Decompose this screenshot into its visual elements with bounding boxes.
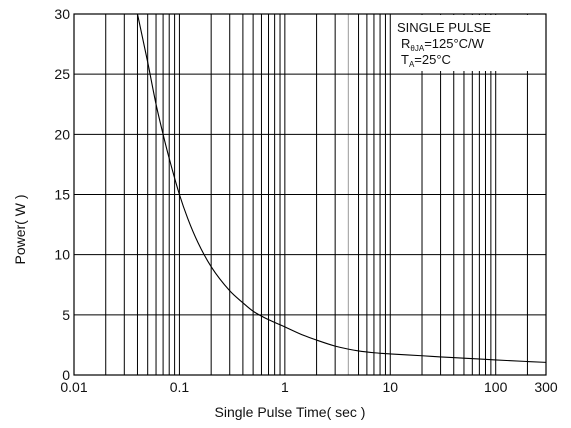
x-tick-label: 300 [534,379,558,395]
x-tick-label: 1 [281,379,289,395]
annotation-t-subscript: A [409,60,415,69]
plot-frame [73,13,547,376]
y-tick-label: 5 [62,307,70,323]
annotation-t-value: =25°C [414,52,451,67]
annotation-line-2: RθJA=125°C/W [401,36,485,53]
power-curve [136,13,547,363]
annotation-background [392,15,545,71]
y-tick-label: 10 [54,247,70,263]
annotation-t-symbol: T [401,52,409,67]
annotation-line-1: SINGLE PULSE [397,20,491,35]
y-tick-label: 0 [62,367,70,383]
x-axis-title: Single Pulse Time( sec ) [215,404,366,420]
y-tick-label: 30 [54,6,70,22]
x-tick-label: 0.01 [60,379,87,395]
annotation-box: SINGLE PULSE RθJA=125°C/W TA=25°C [392,15,545,71]
y-tick-label: 15 [54,187,70,203]
y-tick-label: 25 [54,66,70,82]
y-axis-title: Power( W ) [12,195,28,265]
x-tick-label: 10 [382,379,398,395]
annotation-r-symbol: R [401,36,410,51]
grid [74,14,546,375]
annotation-line-3: TA=25°C [401,52,451,69]
tick-labels: 0.01 0.1 1 10 100 300 0 5 10 15 20 25 30 [54,6,557,395]
y-tick-label: 20 [54,126,70,142]
annotation-r-value: =125°C/W [424,36,484,51]
annotation-r-subscript: θJA [410,44,424,53]
x-tick-label: 0.1 [170,379,190,395]
x-tick-label: 100 [484,379,508,395]
